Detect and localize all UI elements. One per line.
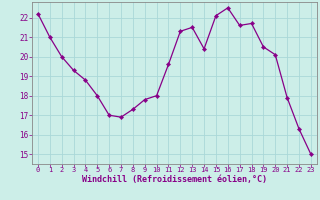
X-axis label: Windchill (Refroidissement éolien,°C): Windchill (Refroidissement éolien,°C)	[82, 175, 267, 184]
